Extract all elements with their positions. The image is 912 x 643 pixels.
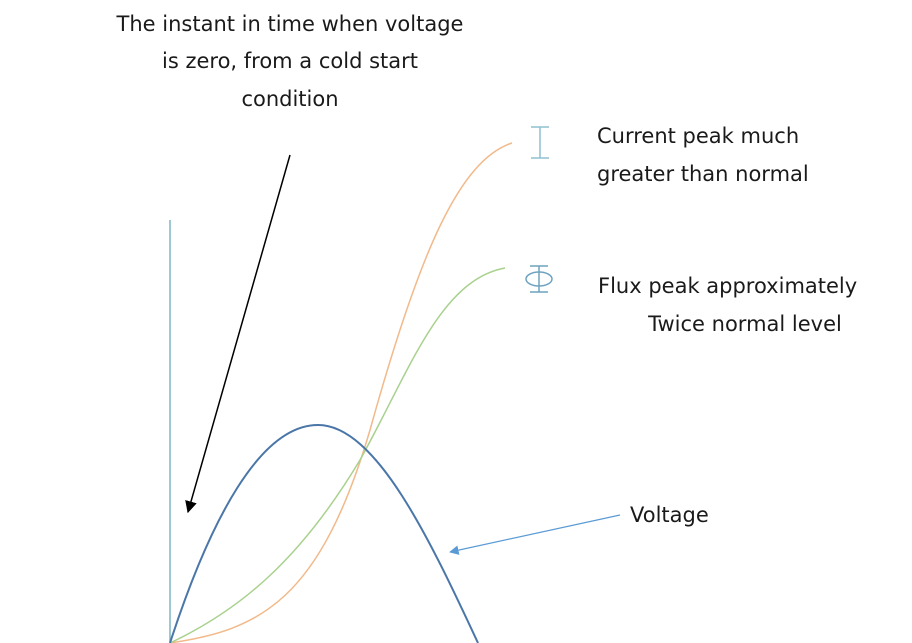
voltage-label: Voltage [630, 503, 709, 527]
zero-annotation: The instant in time when voltage [116, 12, 464, 36]
voltage-curve [169, 423, 479, 643]
flux-curve [169, 267, 506, 643]
flux-label: Twice normal level [647, 312, 842, 336]
voltage-arrow [449, 514, 621, 555]
zero-annotation: condition [241, 87, 338, 111]
flux-symbol [525, 265, 553, 293]
current-symbol [531, 126, 549, 159]
zero-arrow [185, 154, 291, 514]
current-label: greater than normal [597, 162, 809, 186]
zero-annotation: is zero, from a cold start [162, 49, 418, 73]
current-label: Current peak much [597, 124, 799, 148]
flux-label: Flux peak approximately [598, 274, 857, 298]
current-curve [169, 142, 513, 643]
